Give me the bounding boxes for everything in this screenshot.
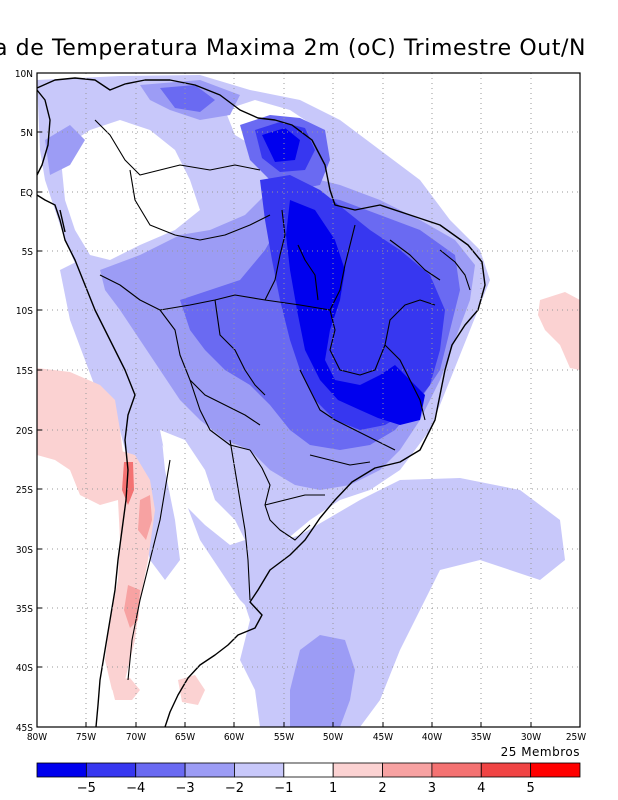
andes-anomaly-pos2 [122,462,134,505]
lat-label: 40S [16,663,33,674]
lat-label: 10N [15,69,33,80]
white-gap-north [60,120,200,260]
coastlines [37,77,486,727]
lon-label: 55W [274,732,294,743]
latitude-labels: 10N 5N EQ 5S 10S 15S 20S 25S 30S 35S 40S… [15,69,33,734]
longitude-labels: 80W 75W 70W 65W 60W 55W 50W 45W 40W 35W … [27,732,586,743]
pacific-anomaly-pos1 [37,368,125,505]
north-anomaly-neg3 [160,85,215,112]
lat-label: 15S [16,366,33,377]
map-title: a de Temperatura Maxima 2m (oC) Trimestr… [0,36,587,61]
lat-label: 10S [16,306,33,317]
members-count: 25 Membros [500,745,580,759]
lat-label: 45S [16,723,33,734]
grid [37,73,580,727]
atlantic-anomaly-pos1 [538,292,580,370]
lat-label: 20S [16,426,33,437]
lon-label: 45W [373,732,393,743]
lon-label: 50W [323,732,343,743]
lat-label: 5N [21,128,33,139]
ticks [37,72,532,728]
amapa-anomaly-neg5 [262,128,300,162]
lon-label: 70W [126,732,146,743]
lon-label: 80W [27,732,47,743]
lon-label: 65W [175,732,195,743]
ocean-anomaly-neg2 [290,635,355,727]
continent-anomaly-neg5 [286,200,425,425]
lon-label: 35W [471,732,491,743]
white-gap-south [160,430,245,545]
northwest-anomaly-neg2 [45,125,85,175]
lat-label: 35S [16,604,33,615]
lon-label: 60W [224,732,244,743]
lon-label: 75W [76,732,96,743]
lon-label: 30W [521,732,541,743]
lat-label: 30S [16,545,33,556]
country-borders [94,119,471,681]
lat-label: 5S [22,247,34,258]
lon-label: 40W [422,732,442,743]
lat-label: EQ [20,188,33,199]
map-frame [36,72,581,728]
lat-label: 25S [16,485,33,496]
lon-label: 25W [566,732,586,743]
andes-anomaly-pos2b [138,495,152,540]
